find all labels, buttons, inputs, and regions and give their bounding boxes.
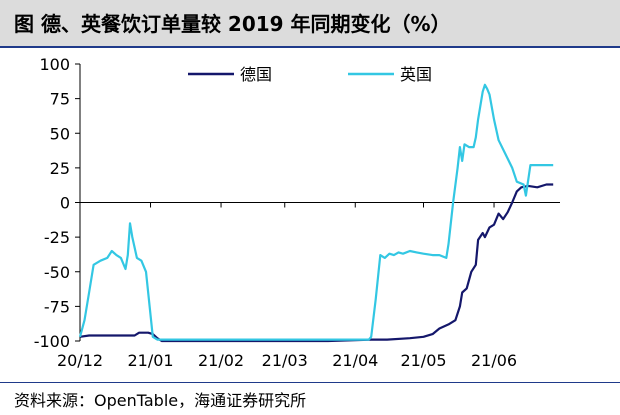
x-tick-label: 21/05 xyxy=(400,351,446,370)
x-tick-label: 20/12 xyxy=(57,351,103,370)
chart-title: 图 德、英餐饮订单量较 2019 年同期变化（%） xyxy=(14,12,451,36)
y-tick-label: 0 xyxy=(60,194,70,213)
y-tick-label: 100 xyxy=(39,55,70,74)
x-tick-label: 21/01 xyxy=(127,351,173,370)
x-tick-label: 21/06 xyxy=(471,351,517,370)
x-tick-label: 21/03 xyxy=(262,351,308,370)
x-tick-label: 21/02 xyxy=(198,351,244,370)
y-tick-label: -75 xyxy=(44,297,70,316)
y-tick-label: 75 xyxy=(50,90,70,109)
y-tick-label: 25 xyxy=(50,159,70,178)
source-note: 资料来源：OpenTable，海通证券研究所 xyxy=(14,386,307,411)
title-bar: 图 德、英餐饮订单量较 2019 年同期变化（%） xyxy=(0,0,620,48)
series-line-1 xyxy=(79,183,554,343)
y-tick-label: -50 xyxy=(44,263,70,282)
legend-label: 德国 xyxy=(240,65,272,84)
legend-label: 英国 xyxy=(400,65,432,84)
x-tick-label: 21/04 xyxy=(332,351,378,370)
y-tick-label: -25 xyxy=(44,228,70,247)
y-tick-label: 50 xyxy=(50,124,70,143)
footer-divider xyxy=(0,382,620,383)
y-tick-label: -100 xyxy=(34,332,70,351)
series-line-2 xyxy=(78,83,554,341)
